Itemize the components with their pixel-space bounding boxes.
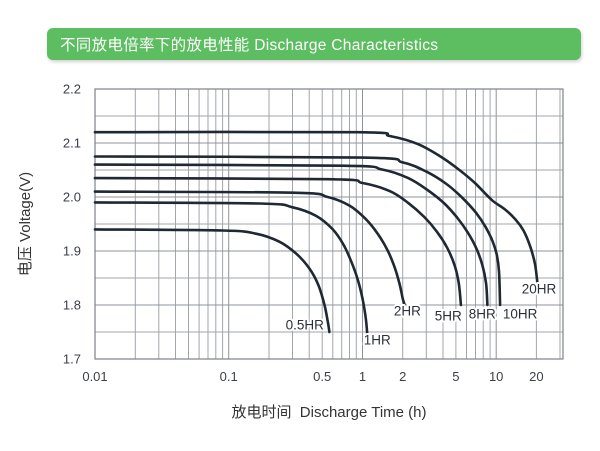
- curve-label-8HR: 8HR: [469, 307, 496, 322]
- curve-label-5HR: 5HR: [435, 308, 462, 323]
- curves: [93, 130, 539, 339]
- curve-10HR: [93, 155, 502, 307]
- curve-label-2HR: 2HR: [394, 303, 421, 318]
- curve-2HR: [93, 190, 406, 307]
- curve-20HR: [93, 130, 539, 284]
- section-title: 不同放电倍率下的放电性能 Discharge Characteristics: [60, 37, 439, 54]
- x-axis-title: 放电时间 Discharge Time (h): [231, 404, 426, 421]
- section-title-bar: 不同放电倍率下的放电性能 Discharge Characteristics: [47, 28, 581, 60]
- curve-5HR: [93, 176, 463, 307]
- y-axis-title: 电压 Voltage(V): [17, 172, 34, 276]
- y-tick-2.0: 2.0: [63, 190, 81, 205]
- x-tick-20: 20: [529, 369, 543, 384]
- y-tick-1.9: 1.9: [63, 244, 81, 259]
- curve-8HR: [93, 163, 489, 307]
- y-tick-1.7: 1.7: [63, 352, 81, 367]
- curve-0.5HR: [93, 228, 331, 334]
- curve-label-20HR: 20HR: [522, 281, 557, 296]
- plot-border: [94, 88, 564, 360]
- x-tick-1: 1: [359, 369, 366, 384]
- x-tick-0.1: 0.1: [220, 369, 238, 384]
- curve-label-0.5HR: 0.5HR: [286, 318, 325, 333]
- x-tick-0.01: 0.01: [82, 369, 107, 384]
- x-tick-2: 2: [399, 369, 406, 384]
- grid: [95, 89, 563, 359]
- y-tick-2.1: 2.1: [63, 136, 81, 151]
- curve-label-1HR: 1HR: [364, 333, 391, 348]
- x-tick-0.5: 0.5: [313, 369, 331, 384]
- curve-label-10HR: 10HR: [503, 307, 538, 322]
- y-tick-2.2: 2.2: [63, 82, 81, 97]
- y-tick-1.8: 1.8: [63, 298, 81, 313]
- x-tick-10: 10: [489, 369, 503, 384]
- x-tick-5: 5: [452, 369, 459, 384]
- curve-1HR: [93, 201, 369, 339]
